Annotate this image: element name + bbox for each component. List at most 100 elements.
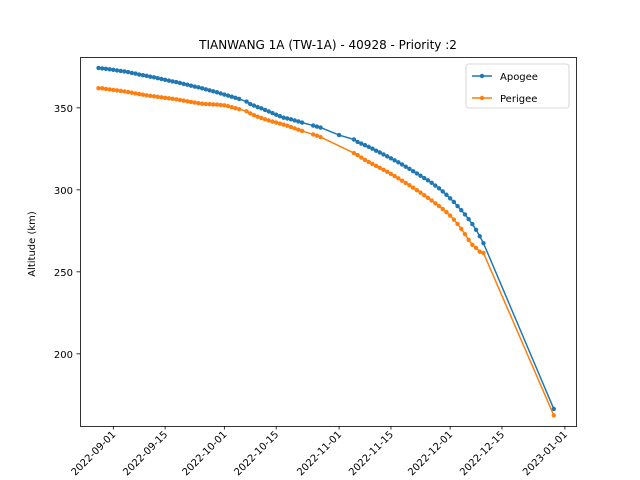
data-point-apogee bbox=[355, 139, 360, 145]
data-point-apogee bbox=[459, 207, 464, 213]
data-point-apogee bbox=[418, 173, 423, 178]
data-point-perigee bbox=[100, 86, 105, 91]
data-point-apogee bbox=[233, 95, 238, 101]
data-point-perigee bbox=[192, 100, 197, 105]
data-point-apogee bbox=[125, 69, 131, 75]
data-point-perigee bbox=[477, 249, 482, 254]
data-point-apogee bbox=[211, 89, 216, 94]
data-point-apogee bbox=[199, 86, 205, 91]
y-axis-label: Altitude (km) bbox=[27, 211, 38, 277]
data-point-perigee bbox=[407, 183, 412, 188]
data-point-perigee bbox=[236, 106, 242, 112]
data-point-apogee bbox=[225, 93, 231, 98]
data-point-apogee bbox=[140, 73, 146, 78]
data-point-perigee bbox=[229, 104, 234, 110]
data-point-perigee bbox=[233, 105, 238, 111]
data-point-perigee bbox=[148, 93, 153, 99]
data-point-perigee bbox=[259, 115, 264, 121]
data-point-perigee bbox=[370, 161, 375, 167]
data-point-apogee bbox=[133, 71, 138, 76]
y-tick-label: 200 bbox=[54, 350, 73, 361]
data-point-perigee bbox=[218, 102, 223, 108]
data-point-apogee bbox=[470, 221, 475, 227]
data-point-apogee bbox=[473, 227, 479, 233]
data-point-perigee bbox=[114, 88, 120, 93]
data-point-apogee bbox=[273, 112, 279, 117]
data-point-apogee bbox=[277, 114, 283, 119]
data-point-perigee bbox=[137, 91, 142, 97]
data-point-apogee bbox=[422, 175, 427, 181]
data-point-perigee bbox=[162, 95, 168, 101]
data-point-perigee bbox=[248, 111, 253, 116]
data-point-apogee bbox=[477, 234, 482, 239]
data-point-apogee bbox=[166, 78, 172, 83]
data-point-apogee bbox=[388, 156, 394, 161]
data-point-apogee bbox=[414, 171, 420, 176]
data-point-apogee bbox=[444, 192, 449, 197]
data-point-perigee bbox=[170, 96, 175, 102]
data-point-apogee bbox=[455, 203, 460, 209]
data-point-apogee bbox=[481, 240, 486, 246]
data-point-apogee bbox=[174, 79, 179, 85]
data-point-perigee bbox=[144, 93, 149, 98]
data-point-perigee bbox=[174, 97, 179, 102]
data-point-perigee bbox=[266, 118, 271, 123]
data-point-perigee bbox=[203, 101, 209, 107]
data-point-apogee bbox=[466, 217, 471, 222]
data-point-apogee bbox=[229, 94, 234, 99]
data-point-apogee bbox=[262, 107, 268, 113]
data-point-apogee bbox=[281, 115, 286, 120]
data-point-perigee bbox=[103, 86, 109, 92]
data-point-apogee bbox=[336, 132, 342, 138]
data-point-perigee bbox=[373, 163, 379, 169]
data-point-perigee bbox=[292, 126, 297, 131]
data-point-apogee bbox=[403, 164, 408, 169]
data-point-apogee bbox=[222, 92, 227, 97]
data-point-perigee bbox=[277, 121, 283, 126]
data-point-apogee bbox=[162, 77, 168, 83]
data-point-apogee bbox=[192, 84, 197, 89]
data-point-perigee bbox=[177, 97, 183, 103]
data-point-perigee bbox=[355, 152, 360, 158]
data-point-apogee bbox=[207, 88, 212, 93]
data-point-apogee bbox=[148, 74, 153, 79]
data-point-perigee bbox=[381, 167, 386, 173]
data-point-apogee bbox=[151, 75, 157, 80]
data-point-apogee bbox=[248, 101, 253, 107]
data-point-perigee bbox=[399, 178, 405, 183]
data-point-perigee bbox=[188, 99, 194, 105]
data-point-perigee bbox=[462, 231, 468, 237]
data-point-apogee bbox=[177, 80, 183, 86]
data-point-perigee bbox=[473, 245, 479, 251]
data-point-apogee bbox=[144, 73, 149, 79]
data-point-apogee bbox=[118, 68, 123, 74]
data-point-perigee bbox=[111, 87, 116, 93]
data-point-apogee bbox=[188, 83, 194, 88]
data-point-perigee bbox=[377, 165, 383, 171]
data-point-apogee bbox=[296, 119, 301, 124]
data-point-apogee bbox=[270, 110, 275, 116]
data-point-apogee bbox=[251, 103, 257, 108]
data-point-apogee bbox=[447, 196, 453, 201]
data-point-perigee bbox=[133, 91, 138, 96]
data-point-apogee bbox=[410, 168, 416, 174]
data-point-perigee bbox=[285, 123, 290, 128]
data-point-perigee bbox=[551, 413, 556, 418]
data-point-apogee bbox=[318, 125, 323, 130]
data-point-perigee bbox=[96, 85, 101, 91]
y-tick-label: 350 bbox=[54, 104, 73, 115]
data-point-perigee bbox=[429, 198, 434, 203]
data-point-perigee bbox=[181, 98, 186, 103]
data-point-perigee bbox=[310, 132, 316, 137]
data-point-perigee bbox=[159, 95, 164, 100]
data-point-perigee bbox=[222, 103, 227, 108]
data-point-apogee bbox=[385, 154, 390, 159]
data-point-apogee bbox=[122, 69, 127, 74]
data-point-apogee bbox=[381, 152, 386, 157]
data-point-perigee bbox=[470, 242, 475, 247]
data-point-apogee bbox=[292, 118, 297, 123]
data-point-apogee bbox=[218, 91, 223, 96]
data-point-perigee bbox=[422, 193, 427, 198]
data-point-apogee bbox=[377, 150, 383, 155]
